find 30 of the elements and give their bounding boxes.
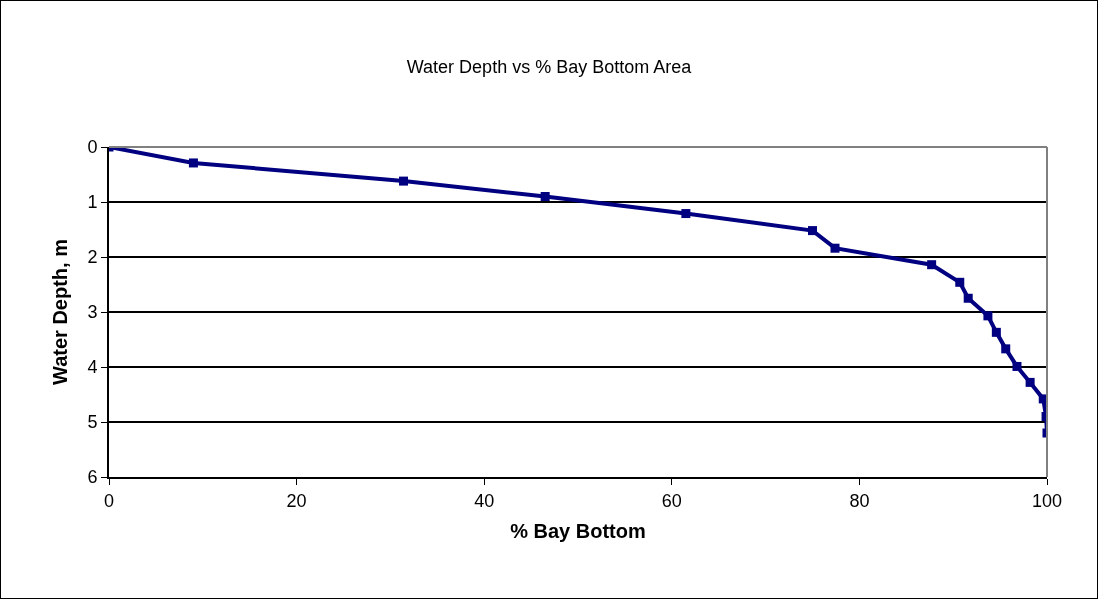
x-tick-label: 100 bbox=[1031, 490, 1063, 511]
x-tick-label: 60 bbox=[661, 490, 682, 511]
point bbox=[963, 293, 973, 303]
point bbox=[955, 277, 965, 287]
x-tick-label: 20 bbox=[286, 490, 307, 511]
x-tick-label: 40 bbox=[474, 490, 495, 511]
x-axis-title: % Bay Bottom bbox=[510, 519, 646, 542]
y-axis-title: Water Depth, m bbox=[49, 239, 72, 385]
point bbox=[1025, 377, 1035, 387]
chart-title: Water Depth vs % Bay Bottom Area bbox=[406, 57, 693, 78]
point bbox=[983, 311, 993, 321]
point bbox=[991, 327, 1001, 337]
y-tick-label: 6 bbox=[87, 467, 98, 488]
point bbox=[830, 243, 840, 253]
y-tick-label: 1 bbox=[87, 192, 98, 213]
y-tick-label: 0 bbox=[87, 137, 98, 158]
point bbox=[808, 226, 817, 236]
point bbox=[188, 158, 198, 168]
point bbox=[1001, 344, 1011, 354]
y-tick-label: 5 bbox=[87, 412, 98, 433]
y-tick-label: 3 bbox=[87, 302, 98, 323]
x-tick-label: 0 bbox=[103, 490, 115, 511]
y-tick-label: 4 bbox=[87, 357, 98, 378]
point bbox=[399, 176, 409, 186]
point bbox=[1012, 361, 1022, 371]
point bbox=[681, 209, 691, 219]
x-tick-label: 80 bbox=[849, 490, 870, 511]
point bbox=[540, 192, 550, 201]
point bbox=[927, 260, 937, 270]
y-tick-label: 2 bbox=[87, 247, 98, 268]
